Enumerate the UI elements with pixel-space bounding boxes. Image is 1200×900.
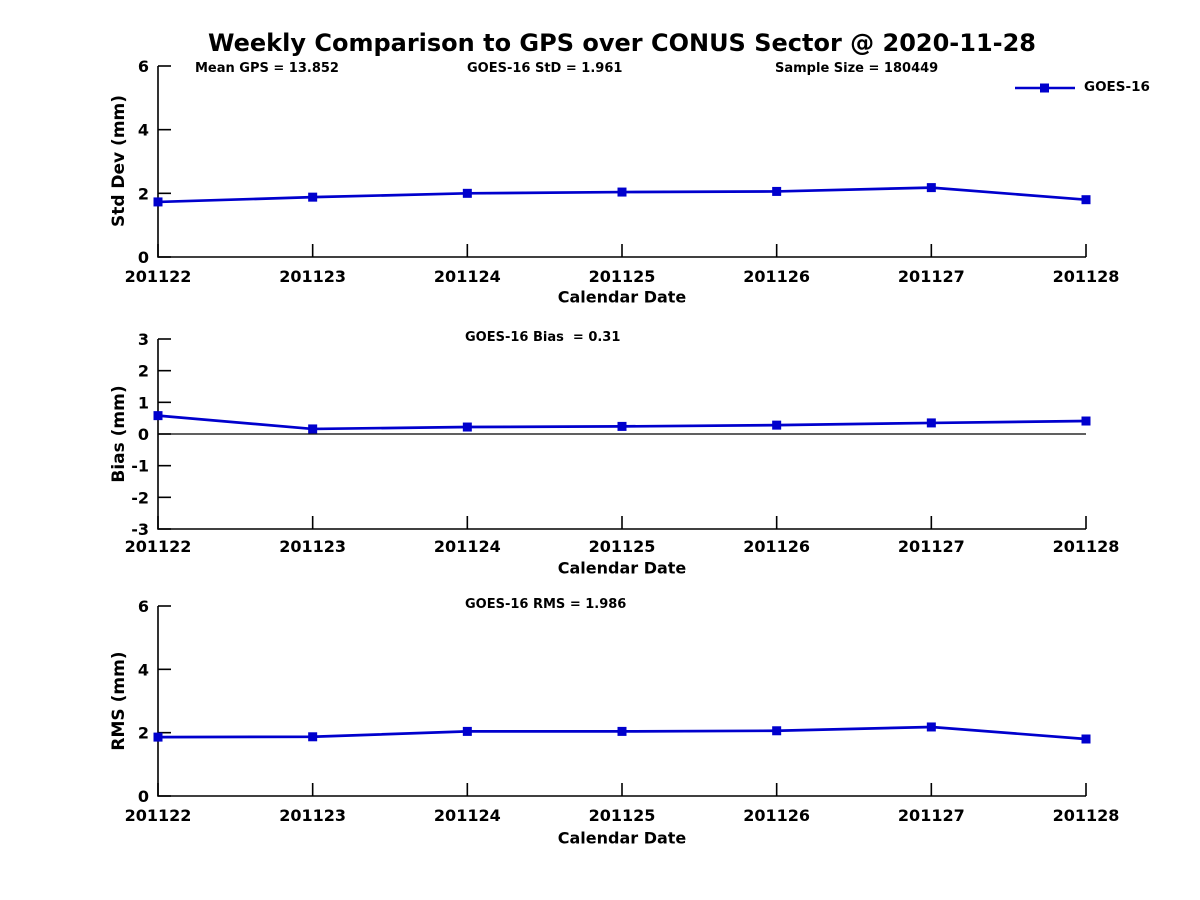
data-point-marker	[153, 197, 163, 207]
x-tick-label: 201122	[125, 267, 192, 286]
y-tick-label: 4	[138, 660, 149, 679]
std_dev-chart: 0 2 4 6 201122 201123 201124 201125 201126 201127…	[125, 57, 1120, 286]
x-tick-label: 201123	[279, 267, 346, 286]
x-tick-label: 201127	[898, 267, 965, 286]
data-point-marker	[308, 732, 318, 742]
data-point-marker	[462, 422, 472, 432]
data-point-marker	[1081, 734, 1091, 744]
x-axis-title-3: Calendar Date	[557, 828, 687, 848]
annotation-goes16-rms: GOES-16 RMS = 1.986	[465, 597, 627, 612]
data-point-marker	[153, 411, 163, 421]
data-point-marker	[772, 726, 782, 736]
y-tick-label: 0	[138, 425, 149, 444]
x-tick-label: 201125	[589, 806, 656, 825]
x-tick-label: 201124	[434, 267, 501, 286]
annotation-goes16-bias: GOES-16 Bias = 0.31	[465, 330, 621, 345]
data-point-marker	[1081, 416, 1091, 426]
y-tick-label: 0	[138, 787, 149, 806]
data-point-marker	[926, 722, 936, 732]
chart-title: Weekly Comparison to GPS over CONUS Sect…	[207, 29, 1037, 57]
x-tick-label: 201128	[1053, 267, 1120, 286]
annotation-mean-gps: Mean GPS = 13.852	[195, 61, 339, 76]
y-tick-label: 1	[138, 393, 149, 412]
x-tick-label: 201126	[743, 267, 810, 286]
y-tick-label: 0	[138, 248, 149, 267]
y-tick-label: -3	[131, 520, 149, 539]
x-tick-label: 201128	[1053, 806, 1120, 825]
y-tick-label: 2	[138, 184, 149, 203]
y-tick-label: 4	[138, 121, 149, 140]
x-tick-label: 201126	[743, 806, 810, 825]
data-point-marker	[462, 188, 472, 198]
axes-border	[157, 606, 1086, 797]
annotation-goes16-std: GOES-16 StD = 1.961	[467, 61, 623, 76]
y-tick-label: 2	[138, 362, 149, 381]
data-point-marker	[617, 187, 627, 197]
y-tick-label: 2	[138, 724, 149, 743]
y-tick-label: 3	[138, 330, 149, 349]
y-tick-label: 6	[138, 57, 149, 76]
legend-line-sample-icon	[1015, 83, 1075, 93]
x-tick-label: 201123	[279, 806, 346, 825]
axes-border	[157, 66, 1086, 258]
x-tick-label: 201125	[589, 537, 656, 556]
annotation-sample-size: Sample Size = 180449	[775, 61, 939, 76]
data-point-marker	[1081, 195, 1091, 205]
data-point-marker	[462, 726, 472, 736]
data-point-marker	[772, 186, 782, 196]
x-tick-label: 201127	[898, 806, 965, 825]
rms-chart: 0 2 4 6 201122 201123 201124 201125 201126 201127…	[125, 597, 1120, 825]
x-tick-label: 201122	[125, 806, 192, 825]
x-tick-label: 201123	[279, 537, 346, 556]
data-point-marker	[153, 732, 163, 742]
x-tick-label: 201125	[589, 267, 656, 286]
y-tick-label: -2	[131, 488, 149, 507]
data-point-marker	[308, 192, 318, 202]
data-point-marker	[926, 183, 936, 193]
x-tick-label: 201127	[898, 537, 965, 556]
data-point-marker	[617, 726, 627, 736]
legend: GOES-16	[1014, 79, 1150, 95]
x-axis-title-1: Calendar Date	[557, 287, 687, 307]
data-point-marker	[926, 418, 936, 428]
legend-label: GOES-16	[1084, 79, 1150, 95]
x-tick-label: 201122	[125, 537, 192, 556]
x-axis-title-2: Calendar Date	[557, 558, 687, 578]
y-tick-label: -1	[131, 457, 149, 476]
x-tick-label: 201126	[743, 537, 810, 556]
x-tick-label: 201124	[434, 537, 501, 556]
data-point-marker	[617, 421, 627, 431]
y-tick-label: 6	[138, 597, 149, 616]
data-point-marker	[308, 424, 318, 434]
x-tick-label: 201124	[434, 806, 501, 825]
data-point-marker	[772, 420, 782, 430]
x-tick-label: 201128	[1053, 537, 1120, 556]
